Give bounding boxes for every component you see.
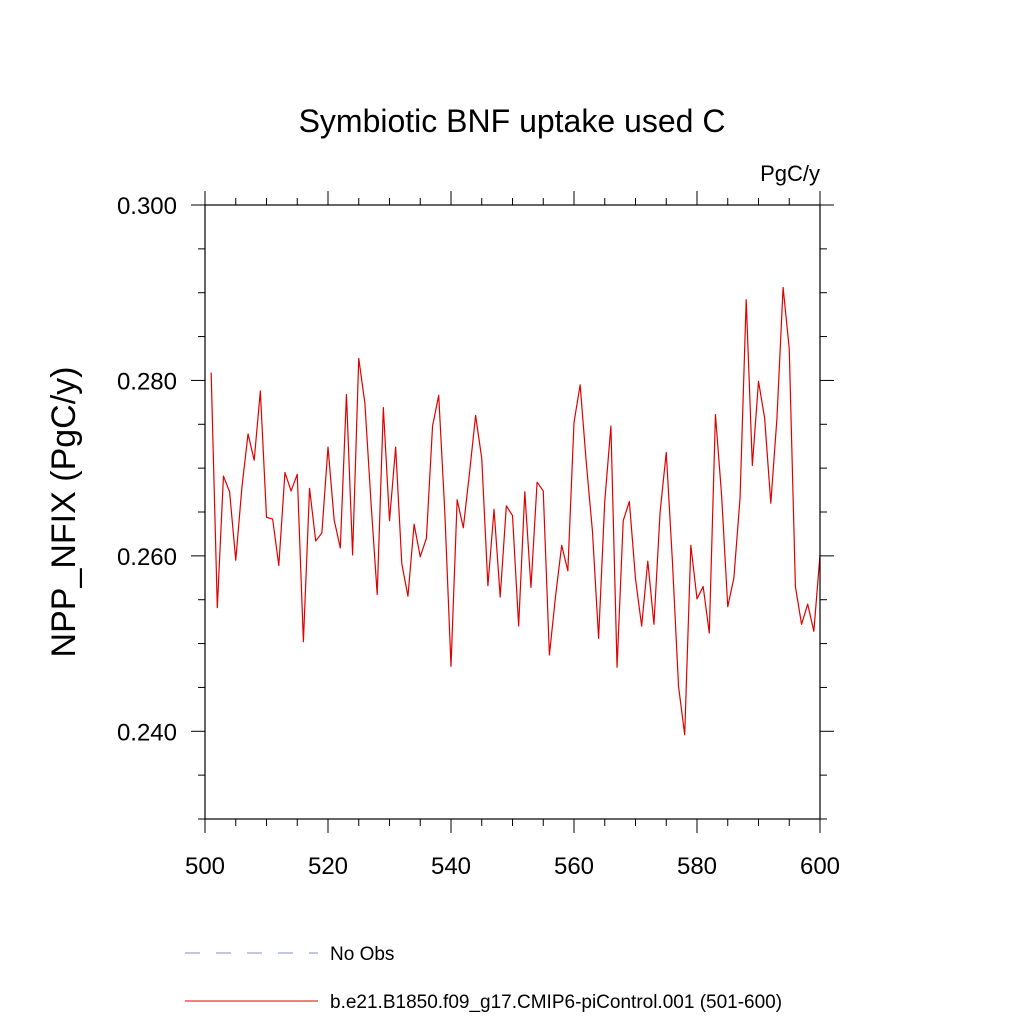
y-tick-label: 0.260 <box>117 544 177 571</box>
x-tick-label: 560 <box>554 853 594 880</box>
y-axis-label: NPP_NFIX (PgC/y) <box>45 367 83 658</box>
y-tick-label: 0.300 <box>117 193 177 220</box>
units-label: PgC/y <box>760 161 820 186</box>
legend: No Obs b.e21.B1850.f09_g17.CMIP6-piContr… <box>185 944 782 1013</box>
axis-ticks: 500 520 540 560 580 600 0.240 0.260 0.280 0.300 <box>117 191 840 880</box>
x-tick-label: 540 <box>431 853 471 880</box>
series-layer <box>210 286 821 736</box>
x-tick-label: 600 <box>800 853 840 880</box>
x-tick-label: 500 <box>185 853 225 880</box>
x-tick-label: 520 <box>308 853 348 880</box>
x-tick-label: 580 <box>677 853 717 880</box>
legend-label-no-obs: No Obs <box>330 944 394 965</box>
legend-label-picontrol: b.e21.B1850.f09_g17.CMIP6-piControl.001 … <box>330 992 782 1013</box>
y-tick-label: 0.240 <box>117 719 177 746</box>
chart-title: Symbiotic BNF uptake used C <box>299 103 726 139</box>
series-line-picontrol <box>210 286 821 736</box>
plot-frame <box>204 204 821 820</box>
y-tick-label: 0.280 <box>117 368 177 395</box>
